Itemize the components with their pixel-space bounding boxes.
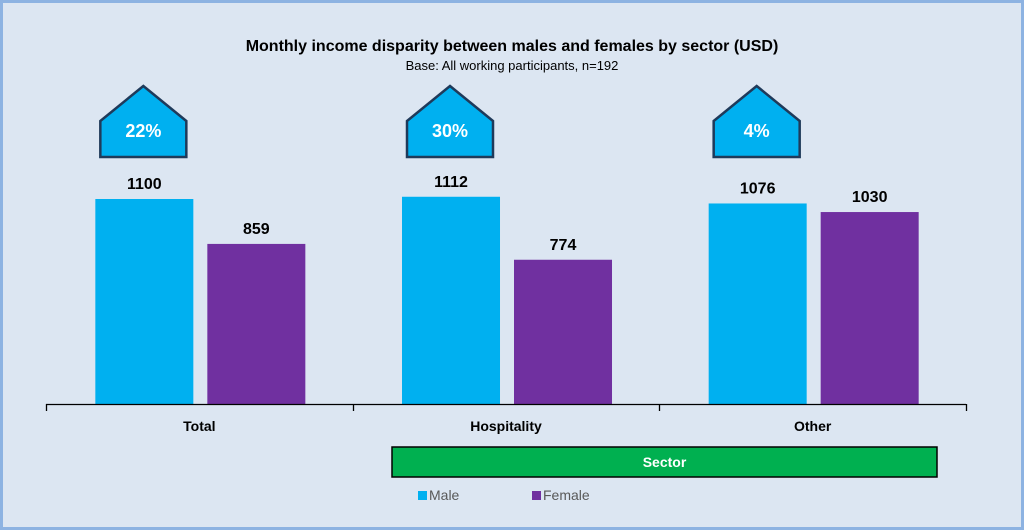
legend-swatch-female xyxy=(532,491,541,500)
data-label-female: 859 xyxy=(243,221,270,238)
data-label-female: 774 xyxy=(550,237,577,254)
sector-axis-label-box xyxy=(391,446,938,478)
x-axis-label: Sector xyxy=(643,454,687,470)
bar-male xyxy=(95,199,194,404)
chart-subtitle: Base: All working participants, n=192 xyxy=(406,58,619,73)
x-axis-ticks xyxy=(45,404,968,411)
bar-male xyxy=(402,196,501,404)
disparity-label: 4% xyxy=(744,121,770,141)
category-label: Hospitality xyxy=(470,418,542,434)
legend-label-male: Male xyxy=(429,487,460,503)
data-label-male: 1076 xyxy=(740,180,776,197)
bar-female xyxy=(207,243,306,404)
disparity-badge xyxy=(712,84,801,159)
legend-label-female: Female xyxy=(543,487,590,503)
legend: Male Female xyxy=(418,487,590,503)
data-label-male: 1100 xyxy=(127,176,162,193)
disparity-badge xyxy=(405,84,495,159)
category-label: Other xyxy=(794,418,832,434)
legend-swatch-male xyxy=(418,491,427,500)
data-label-female: 1030 xyxy=(852,189,888,206)
category-label: Total xyxy=(183,418,215,434)
plot-area: Total 1100 859 22% Hospitality 1112 774 30% Othe… xyxy=(95,84,919,434)
chart-title: Monthly income disparity between males a… xyxy=(246,38,779,55)
bar-female xyxy=(820,212,919,404)
disparity-label: 30% xyxy=(432,121,468,141)
disparity-badge xyxy=(99,84,188,159)
bar-male xyxy=(708,203,807,404)
bar-female xyxy=(514,259,613,404)
data-label-male: 1112 xyxy=(434,174,468,191)
disparity-label: 22% xyxy=(125,121,161,141)
